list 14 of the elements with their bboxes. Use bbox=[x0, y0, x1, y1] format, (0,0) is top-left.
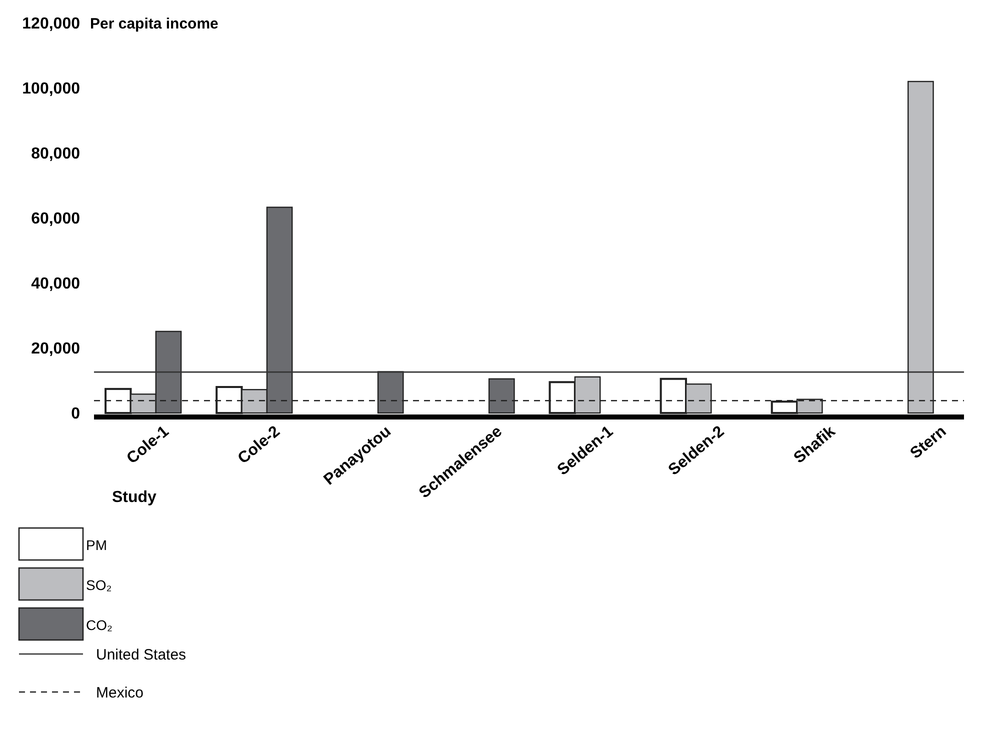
legend-label: United States bbox=[96, 646, 186, 664]
y-tick-label: 0 bbox=[71, 406, 80, 423]
legend-label: Mexico bbox=[96, 684, 144, 702]
y-tick-label: 20,000 bbox=[31, 340, 80, 358]
legend-label: SO₂ bbox=[86, 577, 112, 593]
y-tick-label: 100,000 bbox=[22, 80, 80, 98]
legend-label: CO₂ bbox=[86, 617, 112, 633]
y-tick-label: 60,000 bbox=[31, 210, 80, 228]
y-tick-label: 80,000 bbox=[31, 146, 80, 163]
y-axis-title: Per capita income bbox=[90, 15, 218, 32]
x-axis-title: Study bbox=[112, 489, 157, 506]
y-tick-label: 120,000 bbox=[22, 16, 80, 33]
y-tick-label: 40,000 bbox=[31, 276, 80, 293]
legend-label: PM bbox=[86, 537, 107, 553]
